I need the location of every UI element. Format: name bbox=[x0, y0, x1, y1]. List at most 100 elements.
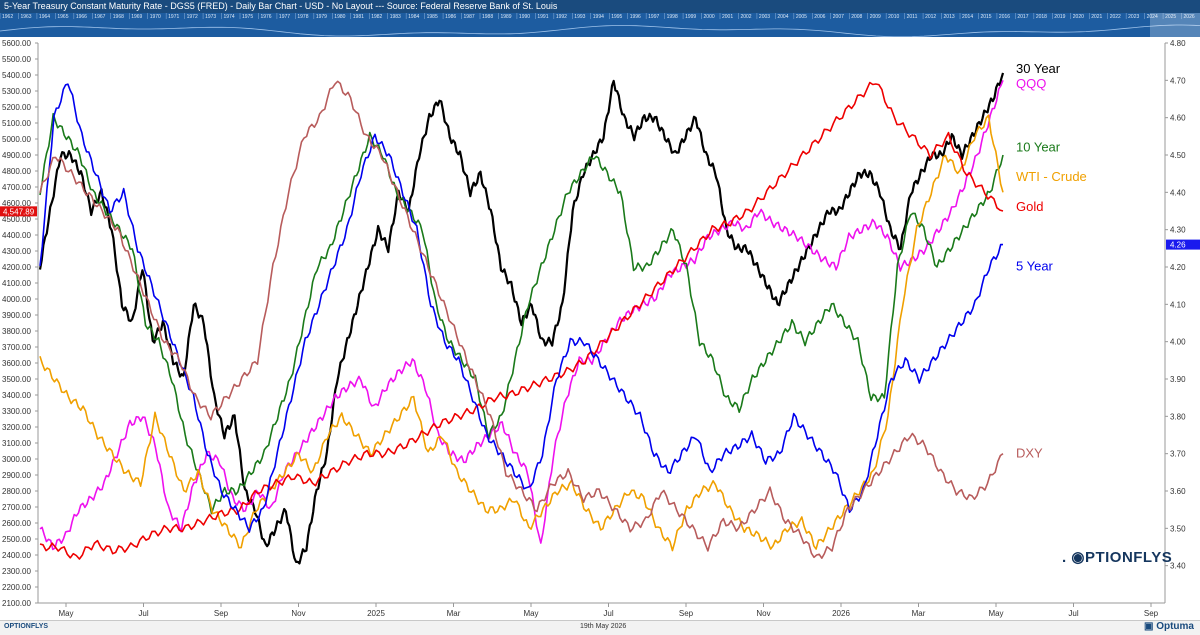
legend-label-gold: Gold bbox=[1016, 199, 1043, 214]
left-tick-label: 2300.00 bbox=[2, 567, 31, 576]
x-tick-label: Nov bbox=[756, 609, 770, 618]
left-price-marker-label: 4,547.89 bbox=[3, 207, 35, 216]
nav-year-label: 1990 bbox=[519, 14, 530, 20]
nav-year-label: 1970 bbox=[150, 14, 161, 20]
left-tick-label: 2900.00 bbox=[2, 471, 31, 480]
left-tick-label: 3000.00 bbox=[2, 455, 31, 464]
nav-year-label: 1973 bbox=[205, 14, 216, 20]
nav-year-label: 2018 bbox=[1036, 14, 1047, 20]
navigator-strip[interactable]: 1962 1963 1964 1965 1966 1967 1968 1969 1970 1971… bbox=[0, 13, 1200, 37]
right-tick-label: 3.40 bbox=[1170, 562, 1186, 571]
x-tick-label: Sep bbox=[214, 609, 229, 618]
nav-history-line bbox=[0, 24, 1200, 37]
series-line-gold bbox=[39, 81, 1004, 560]
right-tick-label: 4.20 bbox=[1170, 263, 1186, 272]
x-tick-label: Jul bbox=[603, 609, 613, 618]
nav-year-label: 1981 bbox=[353, 14, 364, 20]
series-line-qqq bbox=[39, 80, 1004, 551]
chart-title: 5-Year Treasury Constant Maturity Rate -… bbox=[4, 1, 558, 11]
nav-year-label: 2003 bbox=[759, 14, 770, 20]
nav-year-label: 2011 bbox=[907, 14, 918, 20]
right-tick-label: 3.50 bbox=[1170, 524, 1186, 533]
legend-label-dxy: DXY bbox=[1016, 445, 1043, 460]
right-tick-label: 4.80 bbox=[1170, 39, 1186, 48]
x-tick-label: Jul bbox=[138, 609, 148, 618]
left-tick-label: 4700.00 bbox=[2, 183, 31, 192]
left-price-marker bbox=[0, 206, 37, 217]
nav-year-label: 1996 bbox=[630, 14, 641, 20]
nav-year-label: 1967 bbox=[94, 14, 105, 20]
left-tick-label: 2600.00 bbox=[2, 519, 31, 528]
nav-year-label: 1979 bbox=[316, 14, 327, 20]
footer-left-logo: OPTIONFLYS bbox=[4, 623, 49, 630]
watermark-text: PTIONFLYS bbox=[1084, 549, 1173, 566]
nav-year-label: 2022 bbox=[1110, 14, 1121, 20]
left-tick-label: 3100.00 bbox=[2, 439, 31, 448]
right-tick-label: 3.90 bbox=[1170, 375, 1186, 384]
navigator-svg: 1962 1963 1964 1965 1966 1967 1968 1969 1970 1971… bbox=[0, 13, 1200, 37]
x-tick-label: May bbox=[988, 609, 1003, 618]
nav-year-label: 1992 bbox=[556, 14, 567, 20]
left-tick-label: 2500.00 bbox=[2, 535, 31, 544]
right-tick-label: 4.70 bbox=[1170, 76, 1186, 85]
nav-year-label: 1983 bbox=[390, 14, 401, 20]
legend-label-qqq: QQQ bbox=[1016, 76, 1046, 91]
nav-year-label: 2019 bbox=[1054, 14, 1065, 20]
nav-year-label: 1965 bbox=[57, 14, 68, 20]
nav-year-label: 1987 bbox=[464, 14, 475, 20]
watermark-logo-icon: ◉ bbox=[1071, 549, 1085, 566]
nav-year-label: 1984 bbox=[408, 14, 419, 20]
x-tick-label: Mar bbox=[912, 609, 926, 618]
right-tick-label: 4.00 bbox=[1170, 338, 1186, 347]
left-tick-label: 3200.00 bbox=[2, 423, 31, 432]
footer-brand-text: Optuma bbox=[1156, 621, 1194, 632]
right-tick-label: 3.70 bbox=[1170, 450, 1186, 459]
left-tick-label: 4800.00 bbox=[2, 167, 31, 176]
nav-year-label: 2021 bbox=[1091, 14, 1102, 20]
x-tick-label: May bbox=[523, 609, 538, 618]
right-tick-label: 4.60 bbox=[1170, 114, 1186, 123]
left-tick-label: 4600.00 bbox=[2, 199, 31, 208]
nav-window-handle[interactable] bbox=[1150, 13, 1200, 37]
nav-year-label: 2016 bbox=[999, 14, 1010, 20]
left-tick-label: 3300.00 bbox=[2, 407, 31, 416]
nav-year-label: 1974 bbox=[224, 14, 235, 20]
left-tick-label: 3700.00 bbox=[2, 343, 31, 352]
left-tick-label: 2700.00 bbox=[2, 503, 31, 512]
nav-year-label: 1977 bbox=[279, 14, 290, 20]
left-tick-label: 2200.00 bbox=[2, 583, 31, 592]
nav-year-label: 2004 bbox=[777, 14, 788, 20]
left-tick-label: 3400.00 bbox=[2, 391, 31, 400]
left-tick-label: 4000.00 bbox=[2, 295, 31, 304]
nav-year-label: 1985 bbox=[427, 14, 438, 20]
nav-year-label: 2007 bbox=[833, 14, 844, 20]
x-tick-label: May bbox=[58, 609, 73, 618]
nav-year-label: 2010 bbox=[888, 14, 899, 20]
nav-year-label: 2006 bbox=[814, 14, 825, 20]
right-tick-label: 4.10 bbox=[1170, 300, 1186, 309]
left-tick-label: 3900.00 bbox=[2, 311, 31, 320]
nav-year-label: 1962 bbox=[2, 14, 13, 20]
nav-year-label: 1991 bbox=[537, 14, 548, 20]
legend-label-wti-crude: WTI - Crude bbox=[1016, 169, 1087, 184]
x-tick-label: 2026 bbox=[832, 609, 850, 618]
nav-year-label: 2025 bbox=[1165, 14, 1176, 20]
nav-year-label: 1971 bbox=[168, 14, 179, 20]
main-chart[interactable]: 5600.00 5500.00 5400.00 5300.00 5200.00 5100.… bbox=[0, 37, 1200, 620]
nav-year-label: 1969 bbox=[131, 14, 142, 20]
nav-year-label: 2001 bbox=[722, 14, 733, 20]
nav-year-label: 1993 bbox=[574, 14, 585, 20]
right-tick-label: 4.40 bbox=[1170, 188, 1186, 197]
left-tick-label: 4100.00 bbox=[2, 279, 31, 288]
right-tick-label: 3.60 bbox=[1170, 487, 1186, 496]
right-price-marker-label: 4.26 bbox=[1170, 241, 1186, 250]
nav-year-label: 2014 bbox=[962, 14, 973, 20]
x-tick-label: Sep bbox=[1144, 609, 1159, 618]
legend-label-30-year: 30 Year bbox=[1016, 61, 1061, 76]
nav-year-label: 1968 bbox=[113, 14, 124, 20]
nav-year-label: 1976 bbox=[260, 14, 271, 20]
optionflys-watermark: . ◉PTIONFLYS bbox=[1062, 548, 1172, 566]
series-line-dxy bbox=[39, 80, 1004, 560]
left-tick-label: 5200.00 bbox=[2, 103, 31, 112]
nav-year-label: 1980 bbox=[334, 14, 345, 20]
